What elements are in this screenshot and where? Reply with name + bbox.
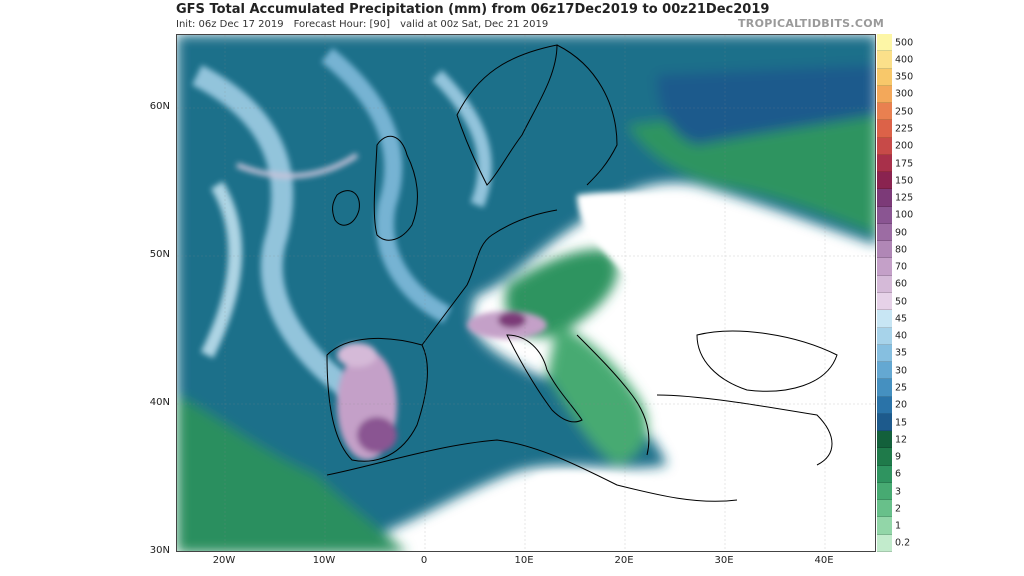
colorbar-label: 20 (895, 399, 908, 411)
colorbar-label: 6 (895, 468, 902, 480)
lon-label-0: 0 (420, 555, 428, 566)
colorbar-label: 100 (895, 209, 914, 221)
colorbar-label: 12 (895, 434, 908, 446)
lon-label-10e: 10E (514, 555, 534, 566)
colorbar-swatch (877, 448, 892, 466)
colorbar-swatch (877, 51, 892, 69)
colorbar-swatch (877, 85, 892, 104)
colorbar-swatch (877, 172, 892, 190)
colorbar-label: 3 (895, 486, 902, 498)
init-time: Init: 06z Dec 17 2019 (176, 19, 284, 30)
colorbar-label: 15 (895, 417, 908, 428)
colorbar-label: 250 (895, 106, 914, 118)
colorbar-label: 225 (895, 123, 914, 135)
colorbar-label: 500 (895, 37, 914, 49)
colorbar-label: 125 (895, 192, 914, 204)
colorbar-label: 175 (895, 158, 914, 169)
graticule (177, 35, 875, 551)
colorbar-swatch (877, 258, 892, 276)
lon-label-10w: 10W (312, 555, 336, 566)
colorbar-swatch (877, 241, 892, 259)
colorbar-swatch (877, 327, 892, 345)
map-subtitle: Init: 06z Dec 17 2019 Forecast Hour: [90… (176, 19, 548, 30)
colorbar-swatch (877, 68, 892, 86)
colorbar-swatch (877, 500, 892, 518)
colorbar-swatch (877, 362, 892, 380)
colorbar-swatch (877, 310, 892, 328)
colorbar-swatch (877, 482, 892, 501)
colorbar-swatch (877, 517, 892, 535)
colorbar-label: 350 (895, 71, 914, 83)
colorbar-swatch (877, 275, 892, 293)
colorbar-swatch (877, 431, 892, 449)
colorbar-label: 50 (895, 296, 908, 308)
colorbar-label: 0.2 (895, 537, 911, 549)
colorbar-label: 60 (895, 278, 908, 290)
colorbar-swatch (877, 379, 892, 397)
lat-label-30n: 30N (149, 545, 170, 556)
colorbar-label: 35 (895, 347, 908, 359)
colorbar-label: 25 (895, 382, 908, 394)
colorbar-swatch (877, 344, 892, 363)
colorbar-swatch (877, 154, 892, 173)
colorbar-label: 200 (895, 140, 914, 152)
colorbar-swatch (877, 223, 892, 242)
colorbar-label: 45 (895, 313, 908, 325)
coastlines (326, 44, 838, 502)
colorbar-swatch (877, 293, 892, 311)
colorbar-label: 40 (895, 330, 908, 342)
colorbar-swatch (877, 534, 892, 552)
lon-label-20w: 20W (212, 555, 236, 566)
colorbar-swatch (877, 465, 892, 483)
colorbar-swatch (877, 103, 892, 121)
lon-label-30e: 30E (714, 555, 734, 566)
colorbar-label: 9 (895, 451, 902, 463)
lon-label-20e: 20E (614, 555, 634, 566)
colorbar-swatch (877, 34, 892, 52)
colorbar-swatch (877, 206, 892, 224)
colorbar-swatch (877, 120, 892, 138)
colorbar-swatch (877, 189, 892, 207)
colorbar-label: 30 (895, 365, 908, 377)
colorbar-swatch (877, 413, 892, 432)
brand-logo-text: TROPICALTIDBITS.COM (738, 17, 885, 30)
colorbar-label: 400 (895, 54, 914, 66)
map-canvas (177, 35, 875, 551)
valid-time: valid at 00z Sat, Dec 21 2019 (400, 19, 549, 30)
precipitation-map (176, 34, 876, 552)
colorbar-label: 150 (895, 175, 914, 187)
colorbar-label: 300 (895, 88, 914, 100)
colorbar-label: 70 (895, 261, 908, 273)
lat-label-50n: 50N (149, 249, 170, 260)
colorbar-label: 1 (895, 520, 902, 532)
colorbar-label: 90 (895, 227, 908, 239)
lat-label-60n: 60N (149, 101, 170, 112)
forecast-hour: Forecast Hour: [90] (293, 19, 391, 30)
colorbar-label: 2 (895, 503, 902, 515)
lon-label-40e: 40E (814, 555, 834, 566)
colorbar-swatch (877, 137, 892, 155)
lat-label-40n: 40N (149, 397, 170, 408)
precipitation-colorbar: 500 400 350 300 250 225 200 175 150 125 100 90 80 70 6… (877, 34, 937, 552)
map-title: GFS Total Accumulated Precipitation (mm)… (176, 2, 770, 17)
colorbar-swatch (877, 396, 892, 414)
colorbar-label: 80 (895, 244, 908, 256)
